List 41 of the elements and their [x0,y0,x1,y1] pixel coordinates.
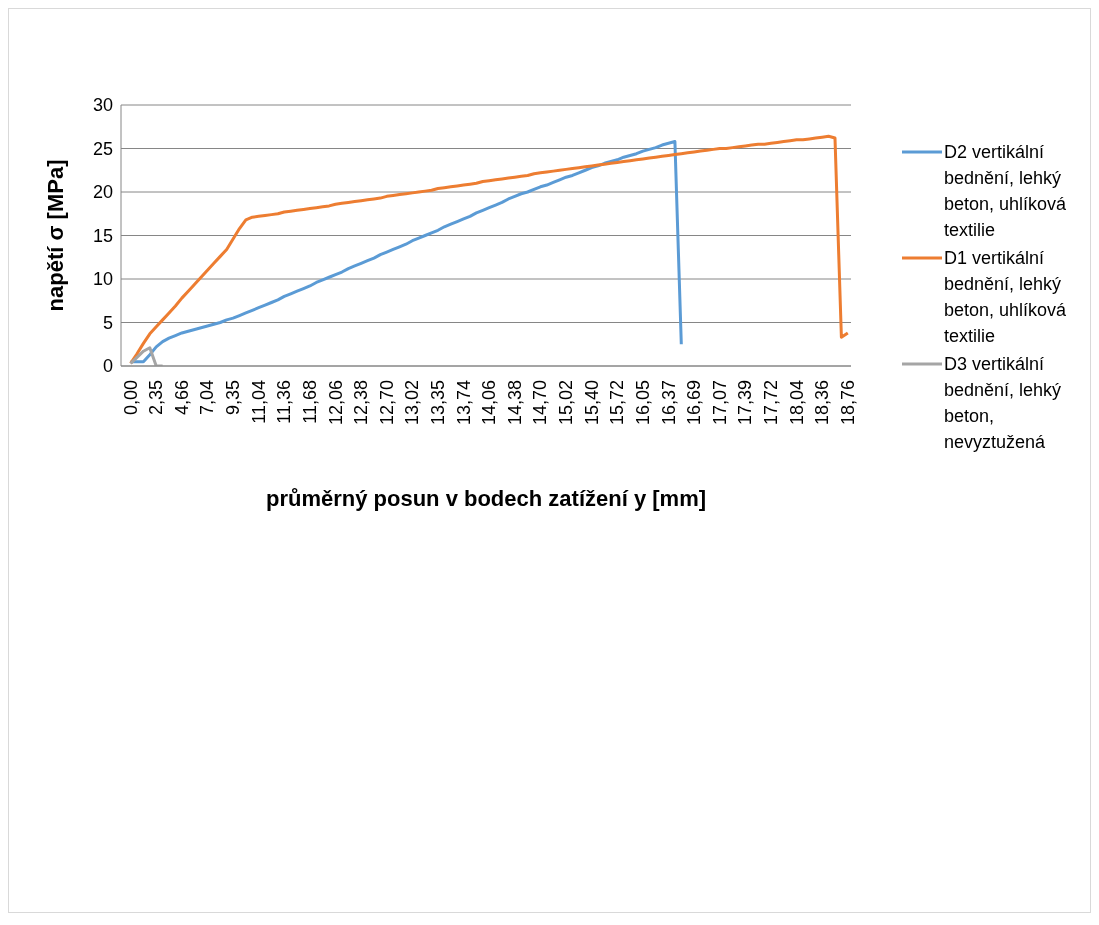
legend-label: D2 vertikální bednění, lehký beton, uhlíková textilie [944,141,1068,242]
x-tick-label: 11,68 [299,380,320,424]
x-tick-label: 14,06 [479,380,500,426]
x-tick-label: 17,39 [735,380,756,426]
x-tick-label: 12,70 [376,380,397,426]
x-tick-label: 14,70 [530,380,551,426]
y-tick-label: 30 [92,95,113,116]
x-tick-label: 12,38 [351,380,372,426]
x-tick-label: 11,04 [248,380,269,424]
x-tick-label: 11,36 [274,380,295,424]
y-axis-title: napětí σ [MPa] [42,159,68,312]
x-tick-label: 7,04 [197,380,218,416]
legend-label: D1 vertikální bednění, lehký beton, uhlíková textilie [944,247,1068,348]
x-axis-title: průměrný posun v bodech zatížení y [mm] [265,486,707,511]
y-tick-label: 15 [92,225,113,246]
x-tick-label: 13,02 [402,380,423,426]
x-tick-label: 16,05 [632,380,653,426]
x-tick-label: 18,04 [786,380,807,426]
x-tick-label: 15,72 [607,380,628,426]
x-tick-label: 4,66 [171,380,192,416]
x-tick-label: 13,35 [427,380,448,426]
x-tick-label: 16,37 [658,380,679,426]
y-tick-label: 0 [102,356,113,377]
x-tick-label: 15,02 [556,380,577,426]
x-tick-label: 18,76 [837,380,858,426]
y-tick-label: 20 [92,182,113,203]
x-tick-label: 2,35 [146,380,167,416]
y-tick-label: 25 [92,138,113,159]
x-tick-label: 16,69 [684,380,705,426]
x-tick-label: 14,38 [504,380,525,426]
y-tick-label: 5 [102,312,113,333]
x-tick-label: 0,00 [120,380,141,416]
x-tick-label: 9,35 [223,380,244,416]
x-tick-label: 18,36 [812,380,833,426]
y-tick-label: 10 [92,269,113,290]
x-tick-label: 17,72 [760,380,781,426]
x-tick-label: 12,06 [325,380,346,426]
x-tick-label: 13,74 [453,380,474,426]
x-tick-label: 17,07 [709,380,730,426]
x-tick-label: 15,40 [581,380,602,426]
legend-label: D3 vertikální bednění, lehký beton, nevyztužená [944,353,1063,454]
